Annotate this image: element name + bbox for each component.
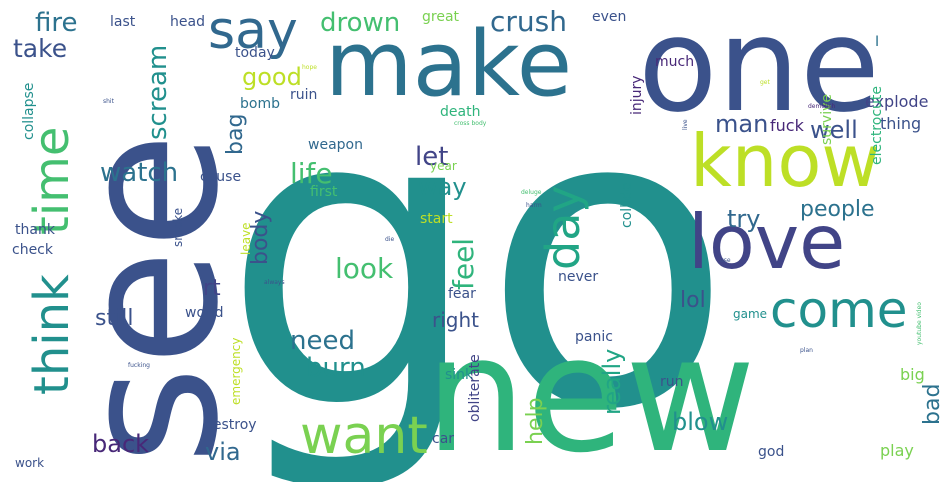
word-check: check (12, 242, 53, 258)
word-well: well (810, 116, 858, 144)
word-i: I (875, 34, 880, 50)
word-look: look (335, 252, 394, 285)
word-right: right (432, 308, 479, 332)
word-cross-body: cross body (454, 120, 487, 127)
word-electrocute: electrocute (869, 86, 885, 165)
word-go: go (222, 21, 734, 482)
word-cause: cause (200, 169, 242, 185)
word-let: let (415, 142, 449, 172)
word-bomb: bomb (240, 96, 280, 112)
word-know: know (690, 119, 881, 203)
word-try: try (727, 205, 761, 233)
word-emergency: emergency (229, 337, 243, 405)
word-start: start (420, 211, 453, 227)
word-hope: hope (302, 64, 317, 71)
word-harm: harm (526, 202, 542, 209)
word-help: help (523, 397, 548, 445)
word-via: via (205, 438, 241, 466)
word-one: one (638, 0, 880, 141)
word-youtube-video: youtube video (916, 302, 923, 345)
word-need: need (290, 326, 355, 356)
word-explode: explode (865, 92, 929, 111)
word-fire: fire (35, 8, 78, 38)
word-blow: blow (672, 408, 729, 436)
word-never: never (558, 269, 599, 285)
word-work: work (15, 456, 45, 470)
word-big: big (900, 365, 925, 384)
word-fucking: fucking (128, 362, 150, 369)
word-people: people (800, 197, 875, 222)
word-god: god (758, 444, 785, 460)
word-injury: injury (629, 75, 645, 115)
word-collide: collide (619, 182, 635, 228)
word-always: always (264, 279, 285, 286)
word-great: great (422, 9, 460, 25)
word-demolish: demolish (808, 103, 836, 110)
word-burn: burn (306, 353, 366, 383)
word-survive: survive (819, 94, 835, 145)
word-play: play (880, 441, 914, 460)
word-sink: sink (445, 367, 474, 383)
word-today: today (235, 45, 275, 61)
word-thing: thing (880, 114, 922, 133)
word-say: say (208, 1, 298, 61)
word-watch: watch (100, 158, 179, 188)
word-death: death (440, 104, 481, 120)
word-think: think (24, 274, 80, 395)
word-last: last (110, 14, 136, 30)
word-want: want (300, 406, 428, 466)
word-love: love (688, 198, 846, 286)
word-fear: fear (448, 286, 476, 302)
word-panic: panic (575, 329, 613, 345)
word-fuck: fuck (770, 116, 804, 135)
word-first: first (310, 184, 338, 200)
word-life: life (290, 157, 333, 190)
word-game: game (733, 307, 768, 321)
word-scream: scream (143, 44, 173, 140)
word-much: much (655, 54, 695, 70)
word-live: live (682, 119, 689, 130)
word-world: world (185, 305, 224, 321)
word-collapse: collapse (21, 82, 37, 140)
word-make: make (325, 12, 573, 117)
word-feel: feel (447, 237, 480, 290)
word-crush: crush (490, 5, 567, 38)
word-obliterate: obliterate (467, 354, 483, 422)
word-way: way (418, 173, 467, 201)
word-ruin: ruin (290, 87, 318, 103)
word-new: new (425, 301, 756, 482)
word-lol: lol (680, 288, 706, 313)
word-year: year (430, 159, 457, 173)
word-come: come (770, 281, 908, 339)
word-bag: bag (223, 113, 248, 155)
word-leave: leave (239, 222, 253, 255)
word-smoke: smoke (171, 207, 185, 247)
word-still: still (95, 306, 134, 331)
word-die: die (385, 236, 395, 243)
word-rt: rt (203, 276, 221, 301)
word-shit: shit (103, 98, 114, 105)
word-car: car (432, 431, 455, 447)
word-take: take (13, 34, 68, 63)
word-good: good (242, 63, 302, 91)
word-really: really (598, 348, 626, 415)
word-thank: thank (15, 222, 55, 238)
word-man: man (715, 110, 769, 138)
word-deluge: deluge (521, 189, 542, 196)
word-back: back (92, 430, 150, 458)
word-head: head (170, 14, 205, 30)
word-destroy: destroy (204, 417, 257, 433)
word-run: run (660, 374, 684, 390)
word-time: time (24, 126, 80, 235)
word-drown: drown (320, 8, 401, 38)
word-even: even (592, 9, 627, 25)
word-body: body (248, 210, 273, 265)
word-bad: bad (920, 383, 944, 425)
word-use: use (720, 257, 731, 264)
word-weapon: weapon (308, 137, 363, 153)
word-day: day (536, 185, 590, 270)
word-plan: plan (800, 347, 813, 354)
word-get: get (760, 79, 770, 86)
